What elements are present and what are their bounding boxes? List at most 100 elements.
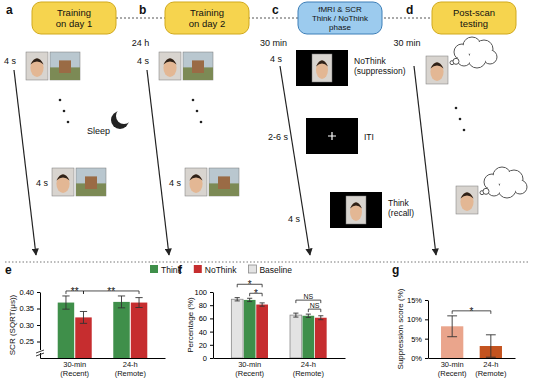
phase-header-text: Trainingon day 2: [189, 7, 225, 29]
ellipsis-dot: [196, 110, 199, 113]
significance-label: **: [107, 286, 115, 297]
diagram: aTrainingon day 1bTrainingon day 2cfMRI …: [4, 2, 527, 255]
y-tick: 0.30: [19, 321, 40, 330]
x-tick-label-line: 24-h: [301, 360, 316, 369]
phase-header-text: Trainingon day 1: [56, 7, 92, 29]
bar: [58, 303, 74, 358]
ellipsis-dot: [463, 129, 466, 132]
face-photo: [346, 196, 366, 224]
y-tick-label: 10%: [407, 315, 422, 324]
y-axis-title-line: SCR (SQRT(μs)): [8, 294, 17, 355]
x-axis: [429, 358, 516, 359]
legend-label: Baseline: [259, 265, 292, 275]
y-axis-title: Suppression score (%): [396, 288, 405, 369]
duration-label-line: 4 s: [36, 178, 49, 188]
y-tick-label: 0.40: [19, 288, 34, 297]
face-photo: [26, 52, 48, 80]
error-bar: [486, 335, 496, 357]
y-tick-label: 100: [194, 288, 207, 297]
cloud-fill: [499, 181, 515, 197]
scene-photo: [209, 168, 239, 196]
photo-frame: [426, 56, 448, 84]
y-tick: 60: [199, 314, 213, 323]
x-tick-label-line: 24-h: [483, 360, 498, 369]
x-axis: [41, 358, 166, 359]
moon-cut: [116, 108, 132, 124]
error-bar: [247, 298, 252, 301]
time-arrow: [414, 66, 436, 255]
face-photo: [426, 56, 448, 84]
x-tick-label: 30-min(Recent): [438, 360, 467, 378]
y-tick-mark: [210, 332, 213, 333]
error-bar: [318, 316, 323, 320]
legend-label: Think: [161, 265, 183, 275]
interval-label-line: 24 h: [132, 38, 150, 48]
error-bar: [306, 314, 311, 317]
duration-label: 4 s: [270, 54, 283, 64]
cloud-fill: [458, 53, 470, 65]
time-arrow: [14, 70, 36, 255]
significance-label-line: *: [470, 306, 474, 317]
separator: [5, 262, 528, 263]
y-axis: 0.250.300.350.40: [19, 288, 40, 359]
x-tick-label-line: (Recent): [235, 369, 264, 378]
y-tick-label: 0: [203, 354, 207, 363]
phase-header-text-line: Post-scan: [453, 7, 495, 18]
trial-label-line: (recall): [388, 208, 414, 218]
time-arrow: [280, 66, 310, 255]
significance-label: NS: [310, 302, 320, 309]
face-shape: [30, 58, 43, 76]
significance-label: *: [254, 288, 258, 299]
significance-label-line: *: [248, 279, 252, 290]
y-tick: 0%: [411, 354, 428, 363]
y-axis-line: [213, 293, 214, 359]
y-tick: 0: [203, 354, 213, 363]
error-bar: [260, 303, 265, 306]
bars: [58, 296, 148, 358]
significance-label: **: [71, 286, 79, 297]
y-tick: 40: [199, 328, 213, 337]
x-tick-label-line: (Remote): [115, 369, 147, 378]
y-tick-mark: [210, 345, 213, 346]
duration-label: 4 s: [4, 56, 17, 66]
panel-label-line: a: [6, 3, 13, 17]
duration-label: 4 s: [137, 56, 150, 66]
duration-label-line: 2-6 s: [268, 132, 289, 142]
y-axis-line: [40, 293, 41, 359]
photo-frame: [159, 52, 181, 80]
legend-swatch: [150, 265, 158, 273]
face-shape: [163, 58, 176, 76]
ellipsis-dot: [63, 110, 66, 113]
phase-header-text-line: on day 1: [56, 18, 92, 29]
phase-header: [432, 2, 516, 34]
legend-label-line: Think: [161, 265, 183, 275]
error-bar: [62, 296, 69, 309]
x-tick-label-line: (Recent): [438, 369, 467, 378]
x-tick-label-line: (Remote): [293, 369, 325, 378]
sleep-label: Sleep: [87, 126, 110, 136]
significance-bracket: [308, 309, 320, 312]
scene-photo: [50, 52, 80, 80]
x-tick-label: 30-min(Recent): [60, 360, 89, 378]
y-tick-label: 80: [199, 301, 207, 310]
duration-label: 4 s: [169, 178, 182, 188]
y-tick-label: 5%: [411, 335, 422, 344]
scene-sky: [183, 52, 213, 80]
panel-label-line: e: [5, 263, 12, 277]
significance-label: *: [470, 306, 474, 317]
y-tick-label: 0.35: [19, 304, 34, 313]
x-tick-label-line: 30-min: [441, 360, 464, 369]
trial-label: Think(recall): [388, 198, 414, 218]
scene-object: [192, 60, 204, 73]
chart-g: g0%5%10%15%30-min(Recent)24-h(Remote)Sup…: [392, 263, 516, 378]
y-tick: 100: [194, 288, 213, 297]
x-tick-label: 24-h(Remote): [475, 360, 507, 378]
bar: [231, 299, 243, 358]
bar: [131, 303, 147, 358]
phase-header: [32, 2, 116, 34]
hair: [316, 60, 328, 66]
legend: ThinkNoThinkBaseline: [150, 265, 292, 275]
trial-label-line: ITI: [364, 132, 374, 142]
cloud-fill: [514, 181, 526, 193]
y-tick-mark: [425, 358, 428, 359]
